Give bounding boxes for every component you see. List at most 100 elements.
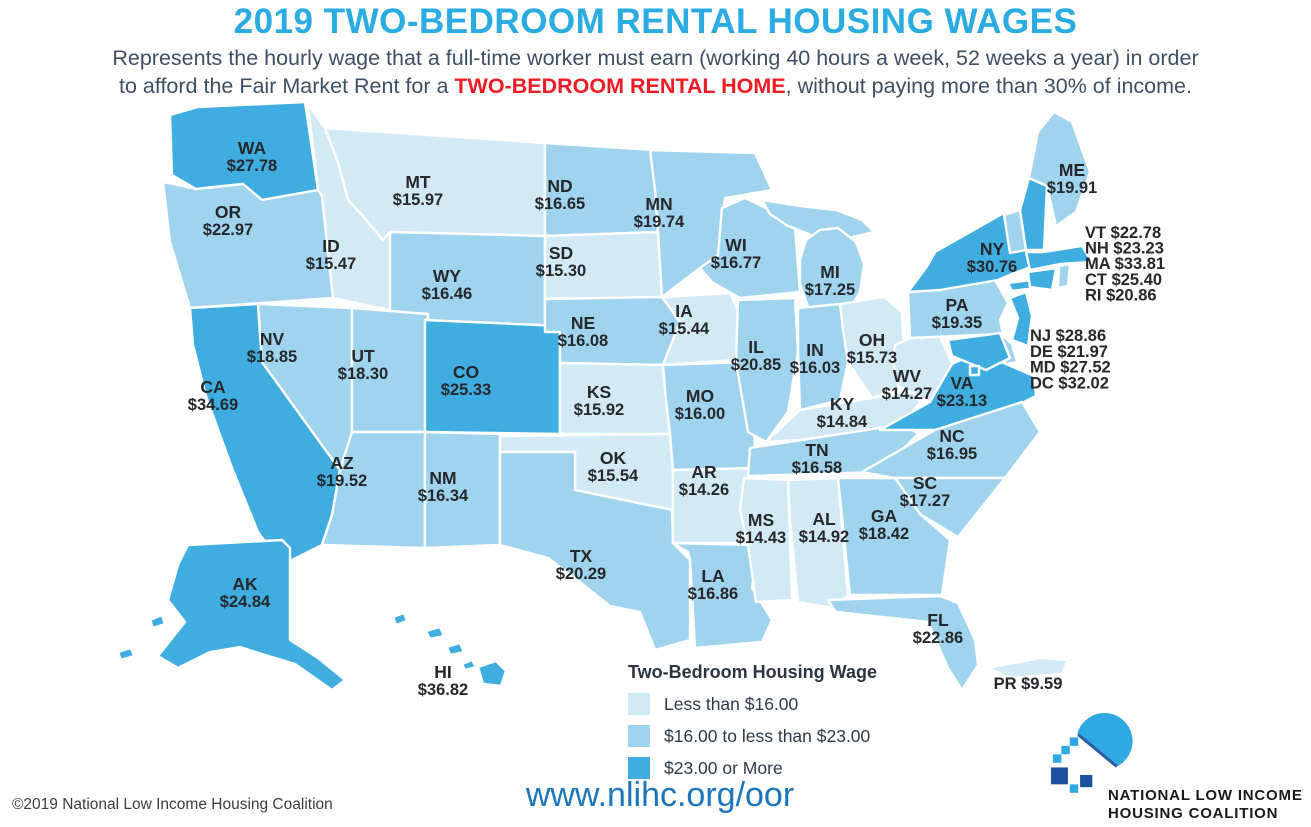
state-label-WV: WV $14.27	[882, 366, 932, 403]
state-label-WY: WY $16.46	[422, 266, 472, 303]
state-list-label-NJ: NJ $28.86	[1030, 327, 1106, 345]
state-shape-CO	[423, 318, 562, 436]
state-shape-MS	[738, 476, 794, 604]
subtitle-line2: to afford the Fair Market Rent for a TWO…	[0, 72, 1311, 100]
state-shape-MI	[760, 198, 876, 240]
state-shape-MI-1	[798, 226, 866, 314]
state-label-AZ: AZ $19.52	[317, 453, 367, 490]
state-list-label-RI: RI $20.86	[1085, 286, 1157, 304]
state-label-OR: OR $22.97	[203, 202, 253, 239]
legend-swatch-1	[628, 725, 650, 747]
legend-swatch-0	[628, 693, 650, 715]
logo-square-small-light	[1069, 784, 1079, 793]
subtitle: Represents the hourly wage that a full-t…	[0, 44, 1311, 100]
copyright-text: ©2019 National Low Income Housing Coalit…	[12, 796, 333, 813]
state-list-label-DE: DE $21.97	[1030, 343, 1108, 361]
state-label-SC: SC $17.27	[900, 473, 950, 510]
logo-step-3	[1052, 754, 1062, 763]
state-list-label-MD: MD $27.52	[1030, 359, 1111, 377]
state-label-WI: WI $16.77	[711, 235, 761, 272]
state-shape-NH	[1018, 176, 1049, 252]
legend-label-1: $16.00 to less than $23.00	[664, 725, 871, 746]
state-label-TX: TX $20.29	[556, 546, 606, 583]
logo-roof-ridge	[1077, 733, 1118, 768]
subtitle-highlight: TWO-BEDROOM RENTAL HOME	[454, 74, 786, 98]
state-shape-HI	[391, 611, 409, 627]
page-title: 2019 TWO-BEDROOM RENTAL HOUSING WAGES	[233, 2, 1078, 41]
state-list-label-MA: MA $33.81	[1085, 255, 1165, 273]
subtitle-line2-post: , without paying more than 30% of income…	[785, 74, 1192, 98]
state-label-AR: AR $14.26	[679, 462, 729, 499]
state-shape-MD	[946, 331, 1012, 372]
logo-text: NATIONAL LOW INCOME HOUSING COALITION	[1108, 787, 1303, 823]
state-shape-AK-2	[116, 646, 136, 662]
logo-square-large	[1051, 767, 1068, 785]
state-label-NY: NY $30.76	[967, 239, 1017, 276]
legend-label-2: $23.00 or More	[664, 757, 783, 778]
state-label-KY: KY $14.84	[817, 394, 868, 431]
state-label-OH: OH $15.73	[847, 330, 897, 367]
logo-roof-disc	[1077, 713, 1133, 767]
state-label-CA: CA $34.69	[188, 377, 238, 414]
state-shape-OH	[838, 295, 907, 400]
state-label-NC: NC $16.95	[927, 426, 977, 463]
logo-text-line2: HOUSING COALITION	[1108, 805, 1279, 822]
logo-text-line1: NATIONAL LOW INCOME	[1108, 787, 1303, 804]
state-label-MN: MN $19.74	[634, 194, 685, 231]
state-label-MI: MI $17.25	[805, 262, 855, 299]
state-shape-AK-1	[148, 613, 167, 630]
state-list-label-VT: VT $22.78	[1085, 224, 1161, 242]
logo-square-medium	[1080, 774, 1093, 788]
state-shape-PR	[986, 656, 1070, 680]
subtitle-line2-pre: to afford the Fair Market Rent for a	[119, 74, 455, 98]
legend-item-0: Less than $16.00	[628, 693, 877, 715]
state-label-GA: GA $18.42	[859, 506, 909, 543]
state-label-AL: AL $14.92	[799, 509, 849, 546]
state-shape-NJ	[1008, 290, 1034, 348]
state-label-FL: FL $22.86	[913, 610, 963, 647]
state-label-NV: NV $18.85	[247, 329, 297, 366]
state-list-label-CT: CT $25.40	[1085, 271, 1162, 289]
state-shape-OR	[161, 180, 335, 310]
state-shape-FL	[826, 594, 980, 692]
logo-step-2	[1061, 745, 1070, 755]
state-label-CO: CO $25.33	[441, 362, 491, 399]
state-shape-CT	[1026, 266, 1058, 292]
website-link[interactable]: www.nlihc.org/oor	[525, 776, 795, 814]
state-label-WA: WA $27.78	[227, 138, 277, 175]
subtitle-line1: Represents the hourly wage that a full-t…	[112, 46, 1199, 70]
state-list-label-DC: DC $32.02	[1030, 374, 1109, 392]
state-shape-HI-2	[445, 641, 466, 657]
state-shape-AK	[156, 538, 347, 692]
state-shape-ME	[1027, 110, 1092, 228]
state-label-NE: NE $16.08	[558, 313, 608, 350]
state-shape-KS	[558, 361, 672, 436]
state-shape-MA	[1024, 244, 1094, 272]
state-label-IA: IA $15.44	[659, 301, 710, 338]
state-list-label-NH: NH $23.23	[1085, 240, 1164, 258]
state-shape-GA	[836, 476, 952, 597]
legend-item-1: $16.00 to less than $23.00	[628, 725, 877, 747]
map-legend: Two-Bedroom Housing Wage Less than $16.0…	[628, 662, 877, 789]
state-label-MS: MS $14.43	[736, 510, 786, 547]
legend-title: Two-Bedroom Housing Wage	[628, 662, 877, 682]
legend-items: Less than $16.00 $16.00 to less than $23.…	[628, 693, 877, 779]
state-label-ND: ND $16.65	[535, 176, 585, 213]
legend-label-0: Less than $16.00	[664, 693, 799, 714]
state-shape-HI-3	[460, 658, 478, 672]
state-label-NM: NM $16.34	[418, 468, 469, 505]
state-label-LA: LA $16.86	[688, 566, 738, 603]
nlihc-house-icon	[1051, 713, 1133, 793]
nlihc-logo: NATIONAL LOW INCOME HOUSING COALITION	[1040, 705, 1308, 825]
legend-item-2: $23.00 or More	[628, 757, 877, 779]
state-shape-HI-1	[424, 625, 446, 641]
state-label-ID: ID $15.47	[306, 236, 356, 273]
state-label-ME: ME $19.91	[1047, 160, 1097, 197]
state-label-UT: UT $18.30	[338, 346, 388, 383]
state-shape-IL	[734, 296, 800, 444]
state-label-PR: PR $9.59	[994, 675, 1063, 693]
state-label-MT: MT $15.97	[393, 172, 443, 209]
state-label-KS: KS $15.92	[574, 382, 624, 419]
